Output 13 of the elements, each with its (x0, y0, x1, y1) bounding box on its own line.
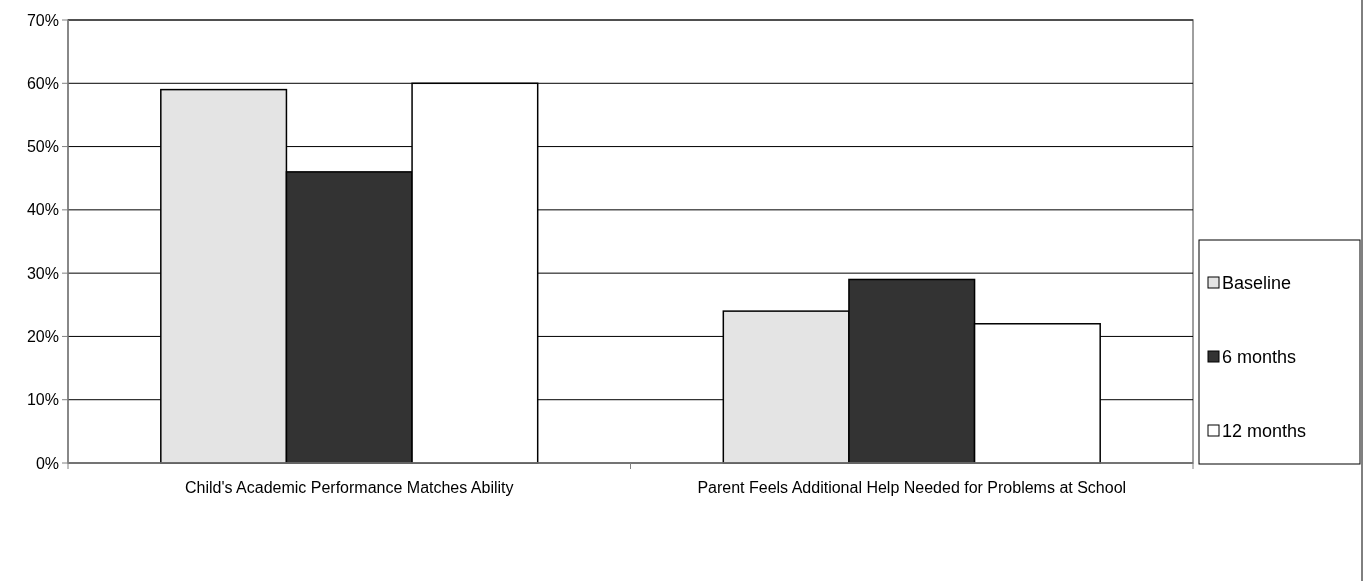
legend-label: Baseline (1222, 273, 1292, 294)
legend-label: 6 months (1222, 347, 1297, 368)
y-tick-label: 30% (26, 264, 59, 282)
y-tick-label: 70% (26, 11, 59, 29)
y-tick-label: 10% (26, 391, 59, 409)
legend-label: 12 months (1222, 421, 1307, 442)
y-tick-label: 50% (26, 138, 59, 156)
y-tick-label: 20% (26, 328, 59, 346)
y-tick-label: 40% (26, 201, 59, 219)
x-tick-label: Child's Academic Performance Matches Ability (184, 479, 514, 496)
y-tick-label: 0% (35, 454, 59, 472)
y-tick-label: 60% (26, 74, 59, 92)
x-tick-label: Parent Feels Additional Help Needed for Problems at School (697, 479, 1127, 496)
